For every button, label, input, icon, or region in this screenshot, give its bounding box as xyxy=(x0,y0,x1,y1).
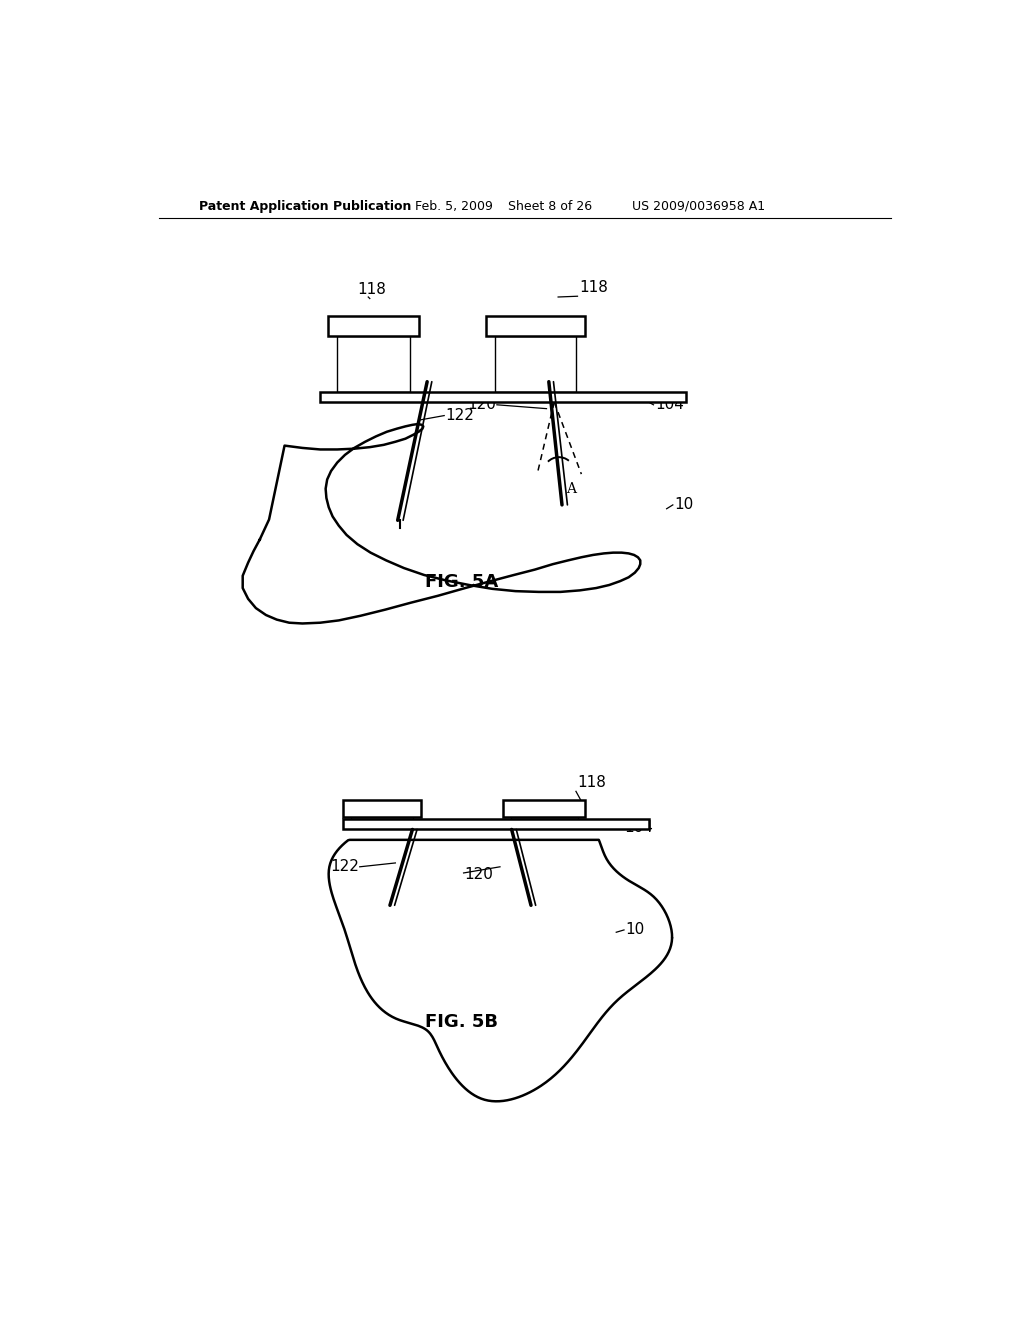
Bar xyxy=(503,800,586,817)
Bar xyxy=(328,317,420,335)
Bar xyxy=(486,317,586,335)
Text: 118: 118 xyxy=(579,280,608,294)
Text: FIG. 5A: FIG. 5A xyxy=(425,573,498,591)
Text: 122: 122 xyxy=(445,408,475,424)
Text: A: A xyxy=(566,482,577,496)
Text: 120: 120 xyxy=(467,397,496,412)
Text: 120: 120 xyxy=(464,867,494,882)
Text: 118: 118 xyxy=(578,775,606,789)
Text: Patent Application Publication: Patent Application Publication xyxy=(200,199,412,213)
Text: 10: 10 xyxy=(675,498,693,512)
Text: 122: 122 xyxy=(330,859,359,874)
Text: 118: 118 xyxy=(357,282,387,297)
Bar xyxy=(321,392,686,403)
Bar xyxy=(496,335,575,392)
Text: Sheet 8 of 26: Sheet 8 of 26 xyxy=(508,199,592,213)
Bar xyxy=(511,817,578,820)
Bar xyxy=(343,800,421,817)
Text: US 2009/0036958 A1: US 2009/0036958 A1 xyxy=(632,199,765,213)
Bar xyxy=(337,335,410,392)
Text: 104: 104 xyxy=(655,397,684,412)
Text: FIG. 5B: FIG. 5B xyxy=(425,1014,498,1031)
Bar xyxy=(351,817,414,820)
Text: 10: 10 xyxy=(626,923,645,937)
Text: 104: 104 xyxy=(624,820,653,836)
Text: Feb. 5, 2009: Feb. 5, 2009 xyxy=(415,199,493,213)
Bar xyxy=(343,820,649,829)
